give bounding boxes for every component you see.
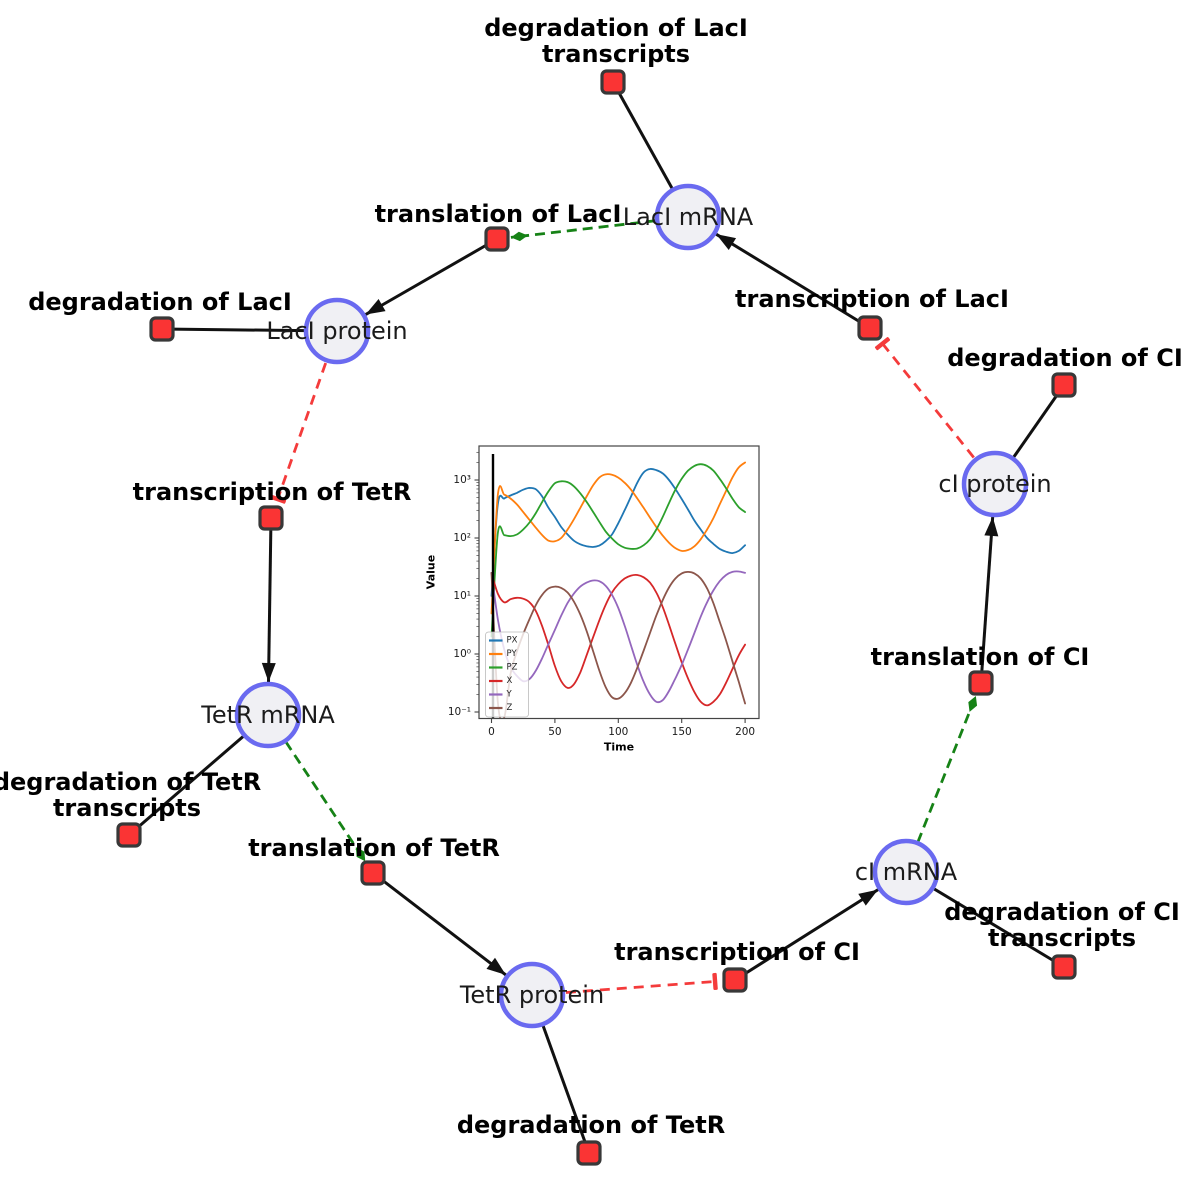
species-label-ci_mrna: cI mRNA — [855, 858, 958, 886]
legend-label-Z: Z — [507, 703, 513, 713]
reaction-label-tl_tetr-line0: translation of TetR — [248, 834, 500, 862]
edge-production-tc_tetr-tetr_mrna — [261, 517, 276, 683]
x-tick-label: 200 — [735, 726, 755, 738]
reaction-label-deg_ci_tx-line0: degradation of CI — [944, 898, 1180, 926]
nodes-layer — [116, 69, 1077, 1166]
legend-label-X: X — [507, 676, 513, 686]
reaction-deg_laci_tx[interactable] — [600, 69, 626, 95]
reaction-label-deg_tetr_tx-line1: transcripts — [53, 794, 201, 822]
reaction-label-deg_ci_tx-line1: transcripts — [988, 924, 1136, 952]
species-label-laci_protein: LacI protein — [266, 317, 407, 345]
reaction-tc_ci[interactable] — [722, 967, 748, 993]
reaction-label-deg_laci_tx-line0: degradation of LacI — [484, 14, 748, 42]
reaction-label-tl_ci-line0: translation of CI — [871, 643, 1090, 671]
labels-layer: LacI mRNA LacI protein TetR mRNA TetR prote… — [0, 14, 1183, 1139]
species-tetr_mrna[interactable] — [234, 681, 302, 749]
species-tetr_protein[interactable] — [498, 961, 566, 1029]
y-tick-label: 10¹ — [453, 590, 471, 602]
edge-inhibition-tetr_protein-tc_ci — [531, 972, 718, 997]
edge-production-tl_ci-ci_protein — [979, 516, 999, 684]
reaction-tl_ci[interactable] — [968, 670, 994, 696]
edge-production-tc_laci-laci_mrna — [715, 232, 871, 330]
y-tick-label: 10⁰ — [453, 648, 471, 660]
species-label-ci_protein: cI protein — [938, 470, 1051, 498]
legend-label-PX: PX — [507, 636, 518, 646]
legend-label-PY: PY — [507, 649, 518, 659]
chart-legend: PX PY PZ XYZ — [485, 631, 529, 718]
species-ci_protein[interactable] — [961, 450, 1029, 518]
reaction-label-deg_tetr_tx-line0: degradation of TetR — [0, 768, 261, 796]
x-tick-label: 150 — [672, 726, 692, 738]
curve-PX — [490, 468, 746, 597]
reaction-deg_tetr[interactable] — [576, 1140, 602, 1166]
reaction-deg_ci_tx[interactable] — [1051, 954, 1077, 980]
edge-production-tl_tetr-tetr_protein — [372, 871, 507, 977]
x-axis-label: Time — [604, 741, 634, 754]
species-laci_protein[interactable] — [303, 297, 371, 365]
reaction-label-tl_laci-line0: translation of LacI — [375, 200, 622, 228]
curve-Y — [490, 570, 746, 704]
chart-frame — [478, 445, 760, 720]
edge-production-tc_ci-ci_mrna — [734, 888, 879, 982]
reaction-label-deg_laci_tx-line1: transcripts — [542, 40, 690, 68]
reaction-label-deg_laci-line0: degradation of LacI — [28, 288, 292, 316]
edge-modifier-tetr_mrna-tl_tetr — [266, 714, 367, 863]
reaction-deg_tetr_tx[interactable] — [116, 822, 142, 848]
curve-PZ — [490, 463, 746, 638]
reaction-tc_tetr[interactable] — [258, 505, 284, 531]
species-ci_mrna[interactable] — [872, 838, 940, 906]
chart-curves — [490, 461, 746, 719]
y-tick-label: 10² — [453, 532, 471, 544]
reaction-label-deg_ci-line0: degradation of CI — [947, 344, 1183, 372]
species-label-tetr_mrna: TetR mRNA — [200, 701, 335, 729]
edge-inhibition-laci_protein-tc_tetr — [269, 330, 339, 504]
y-tick-label: 10⁻¹ — [448, 706, 471, 718]
y-tick-label: 10³ — [453, 474, 471, 486]
reaction-deg_laci[interactable] — [149, 316, 175, 342]
legend-label-Y: Y — [506, 690, 513, 700]
reaction-tl_laci[interactable] — [484, 226, 510, 252]
edge-inhibition-ci_protein-tc_laci — [874, 337, 997, 485]
reaction-tc_laci[interactable] — [857, 315, 883, 341]
x-tick-label: 50 — [548, 726, 561, 738]
species-label-tetr_protein: TetR protein — [459, 981, 604, 1009]
edge-modifier-laci_mrna-tl_laci — [510, 215, 689, 242]
reaction-deg_ci[interactable] — [1051, 372, 1077, 398]
curve-PY — [490, 461, 746, 615]
reaction-label-deg_tetr-line0: degradation of TetR — [457, 1111, 725, 1139]
species-laci_mrna[interactable] — [654, 183, 722, 251]
x-tick-label: 0 — [488, 726, 495, 738]
reaction-label-tc_ci-line0: transcription of CI — [614, 938, 860, 966]
reaction-label-tc_laci-line0: transcription of LacI — [735, 285, 1009, 313]
reaction-tl_tetr[interactable] — [360, 860, 386, 886]
legend-label-PZ: PZ — [507, 663, 518, 673]
edge-production-tl_laci-laci_protein — [364, 237, 498, 316]
reaction-label-tc_tetr-line0: transcription of TetR — [133, 478, 412, 506]
x-tick-label: 100 — [608, 726, 628, 738]
curve-Z — [490, 570, 746, 719]
species-label-laci_mrna: LacI mRNA — [623, 203, 754, 231]
y-axis-label: Value — [425, 555, 438, 589]
